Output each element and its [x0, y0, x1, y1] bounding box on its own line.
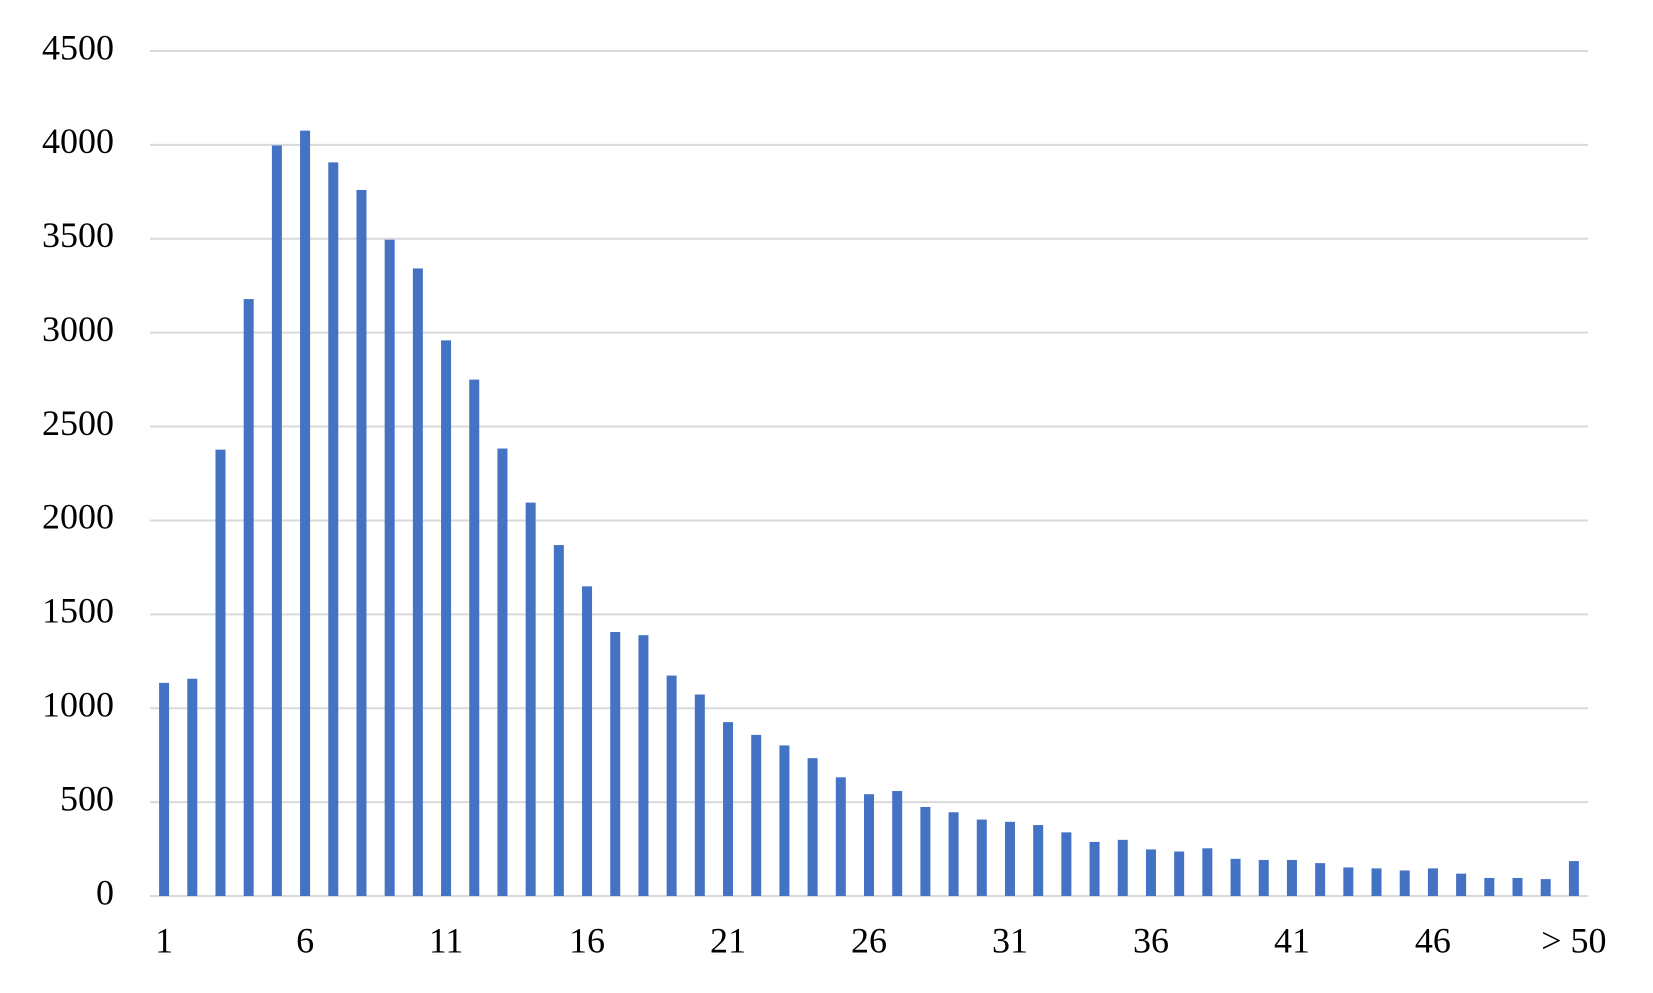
- bar: [723, 722, 734, 896]
- bar: [892, 791, 903, 896]
- bar: [1145, 849, 1156, 896]
- bar: [159, 682, 170, 896]
- y-tick-label: 1500: [42, 591, 114, 631]
- bar: [807, 758, 818, 896]
- bar: [356, 189, 367, 896]
- x-tick-label: 21: [710, 920, 746, 960]
- bar: [751, 734, 762, 896]
- bar: [582, 586, 593, 896]
- x-tick-label: 26: [851, 920, 887, 960]
- y-tick-label: 500: [60, 778, 114, 818]
- bar: [666, 675, 677, 896]
- bar: [553, 545, 564, 896]
- x-tick-label: > 50: [1541, 920, 1606, 960]
- bar: [384, 239, 395, 896]
- y-tick-label: 4500: [42, 27, 114, 67]
- y-tick-label: 2000: [42, 497, 114, 537]
- bar: [525, 502, 536, 896]
- bar: [1202, 848, 1213, 896]
- bar: [976, 819, 987, 896]
- y-tick-label: 0: [96, 872, 114, 912]
- bar: [497, 448, 508, 896]
- x-tick-label: 11: [429, 920, 464, 960]
- bar: [779, 745, 790, 896]
- y-tick-label: 1000: [42, 684, 114, 724]
- bar: [215, 449, 226, 896]
- y-tick-label: 4000: [42, 121, 114, 161]
- bar: [1568, 861, 1579, 896]
- y-tick-label: 3000: [42, 309, 114, 349]
- bar: [1004, 821, 1015, 896]
- bar: [835, 777, 846, 896]
- bar: [864, 794, 874, 896]
- bar: [1399, 870, 1410, 896]
- bar: [1089, 841, 1100, 896]
- bar: [1033, 825, 1044, 896]
- x-tick-label: 1: [155, 920, 173, 960]
- x-tick-label: 16: [569, 920, 605, 960]
- bar: [1540, 879, 1551, 896]
- bar: [469, 379, 480, 897]
- bar: [1286, 859, 1297, 896]
- bar: [694, 694, 705, 896]
- x-tick-label: 46: [1415, 920, 1451, 960]
- bar: [1174, 851, 1185, 896]
- x-tick-label: 31: [992, 920, 1028, 960]
- bar: [610, 631, 621, 896]
- bar: [1371, 868, 1382, 896]
- bar: [920, 806, 931, 896]
- bar: [638, 635, 649, 896]
- bar: [1117, 839, 1128, 896]
- bar: [948, 812, 959, 896]
- bar: [1258, 859, 1269, 896]
- bar: [1484, 877, 1495, 896]
- bar: [300, 130, 311, 896]
- bar: [1427, 868, 1438, 896]
- bar: [271, 145, 282, 897]
- bar: [1343, 867, 1354, 896]
- bar: [1512, 877, 1523, 896]
- bar: [328, 162, 339, 896]
- bar: [412, 268, 423, 896]
- bar: [1061, 832, 1072, 896]
- bar: [187, 678, 198, 896]
- bar: [1315, 863, 1326, 896]
- bar: [1456, 873, 1467, 896]
- x-tick-label: 41: [1274, 920, 1310, 960]
- x-tick-label: 36: [1133, 920, 1169, 960]
- bar: [1230, 858, 1241, 896]
- bar: [441, 340, 452, 896]
- x-tick-label: 6: [296, 920, 314, 960]
- y-tick-label: 3500: [42, 215, 114, 255]
- bar: [243, 299, 254, 896]
- y-tick-label: 2500: [42, 403, 114, 443]
